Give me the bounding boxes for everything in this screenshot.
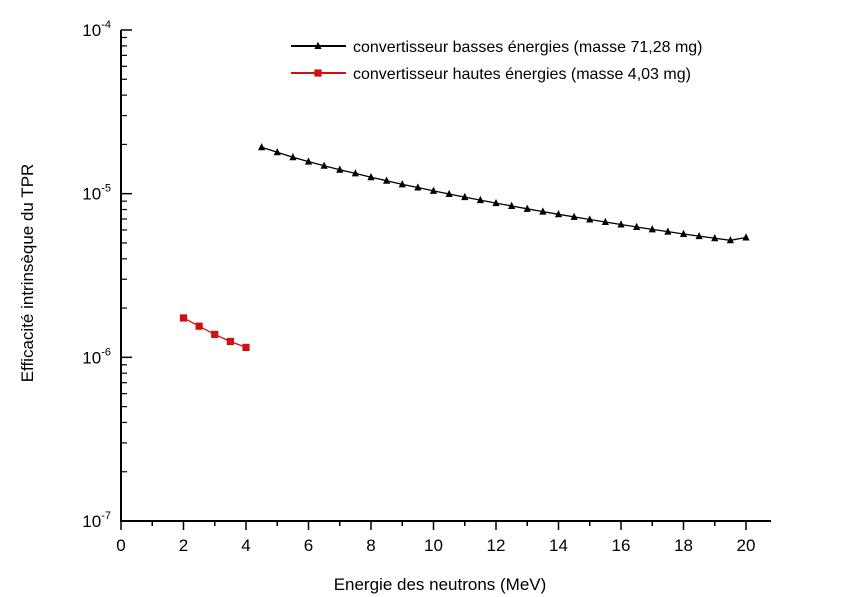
y-tick-label-exponent: -5 bbox=[101, 183, 111, 195]
data-point bbox=[523, 204, 531, 212]
data-point bbox=[195, 322, 203, 330]
x-tick-label: 0 bbox=[116, 536, 125, 555]
data-point bbox=[554, 210, 563, 218]
data-point bbox=[695, 231, 703, 240]
legend: convertisseur basses énergies (masse 71,… bbox=[291, 39, 703, 83]
data-point bbox=[570, 212, 578, 220]
y-axis-ticks: 10-710-610-510-4 bbox=[82, 19, 132, 531]
x-tick-label: 4 bbox=[241, 536, 250, 555]
y-tick-label-base: 10 bbox=[82, 185, 101, 204]
data-point bbox=[726, 236, 734, 244]
data-point bbox=[211, 330, 219, 339]
data-point bbox=[539, 207, 547, 215]
series-layer bbox=[179, 143, 750, 351]
y-tick-label-base: 10 bbox=[82, 21, 101, 40]
data-point bbox=[617, 220, 625, 228]
y-tick-label-exponent: -4 bbox=[101, 19, 111, 31]
legend-entry-2: convertisseur hautes énergies (masse 4,0… bbox=[291, 66, 691, 83]
data-point bbox=[179, 314, 188, 322]
data-point bbox=[351, 169, 359, 177]
legend-label: convertisseur basses énergies (masse 71,… bbox=[353, 39, 703, 56]
legend-marker bbox=[314, 69, 322, 77]
data-point bbox=[461, 192, 469, 201]
data-point bbox=[648, 225, 656, 233]
data-point bbox=[258, 143, 266, 151]
data-point bbox=[320, 161, 328, 169]
y-tick-label: 10-4 bbox=[82, 19, 111, 40]
data-point bbox=[273, 148, 281, 156]
data-point bbox=[304, 157, 313, 165]
data-point bbox=[476, 195, 484, 204]
data-point bbox=[633, 222, 641, 230]
data-point bbox=[429, 186, 438, 194]
data-point bbox=[445, 189, 453, 198]
legend-label: convertisseur hautes énergies (masse 4,0… bbox=[353, 66, 691, 83]
y-tick-label-exponent: -6 bbox=[101, 346, 111, 358]
y-tick-label: 10-5 bbox=[82, 183, 111, 204]
data-point bbox=[492, 198, 500, 207]
x-tick-label: 18 bbox=[674, 536, 693, 555]
data-point bbox=[414, 183, 422, 191]
x-tick-label: 20 bbox=[737, 536, 756, 555]
x-tick-label: 14 bbox=[549, 536, 568, 555]
x-tick-label: 6 bbox=[304, 536, 313, 555]
data-point bbox=[601, 217, 609, 226]
y-tick-label-base: 10 bbox=[82, 512, 101, 531]
series-2 bbox=[179, 314, 250, 351]
data-point bbox=[336, 165, 344, 173]
series-line bbox=[261, 146, 747, 241]
data-point bbox=[586, 215, 594, 223]
x-tick-label: 12 bbox=[487, 536, 506, 555]
data-point bbox=[711, 234, 719, 242]
data-point bbox=[383, 176, 391, 184]
legend-marker bbox=[314, 41, 322, 49]
data-point bbox=[742, 233, 750, 241]
y-axis-title: Efficacité intrinsèque du TPR bbox=[18, 164, 37, 383]
y-tick-label: 10-6 bbox=[82, 346, 111, 367]
x-tick-label: 16 bbox=[612, 536, 631, 555]
x-axis-title: Energie des neutrons (MeV) bbox=[334, 575, 547, 594]
y-tick-label-exponent: -7 bbox=[101, 510, 111, 522]
y-tick-label-base: 10 bbox=[82, 348, 101, 367]
y-tick-label: 10-7 bbox=[82, 510, 111, 531]
x-axis-ticks: 0 2 4 6 8 10 12 14 16 18 20 bbox=[116, 521, 755, 555]
x-tick-label: 8 bbox=[366, 536, 375, 555]
legend-entry-1: convertisseur basses énergies (masse 71,… bbox=[291, 39, 703, 56]
data-point bbox=[508, 201, 516, 209]
data-point bbox=[664, 227, 672, 235]
data-point bbox=[679, 229, 688, 237]
x-tick-label: 2 bbox=[179, 536, 188, 555]
data-point bbox=[226, 337, 234, 346]
data-point bbox=[289, 153, 297, 161]
plot-frame bbox=[120, 30, 771, 522]
series-1 bbox=[258, 143, 750, 244]
data-point bbox=[398, 180, 406, 188]
data-point bbox=[367, 173, 375, 181]
x-tick-label: 10 bbox=[424, 536, 443, 555]
data-point bbox=[242, 343, 250, 351]
